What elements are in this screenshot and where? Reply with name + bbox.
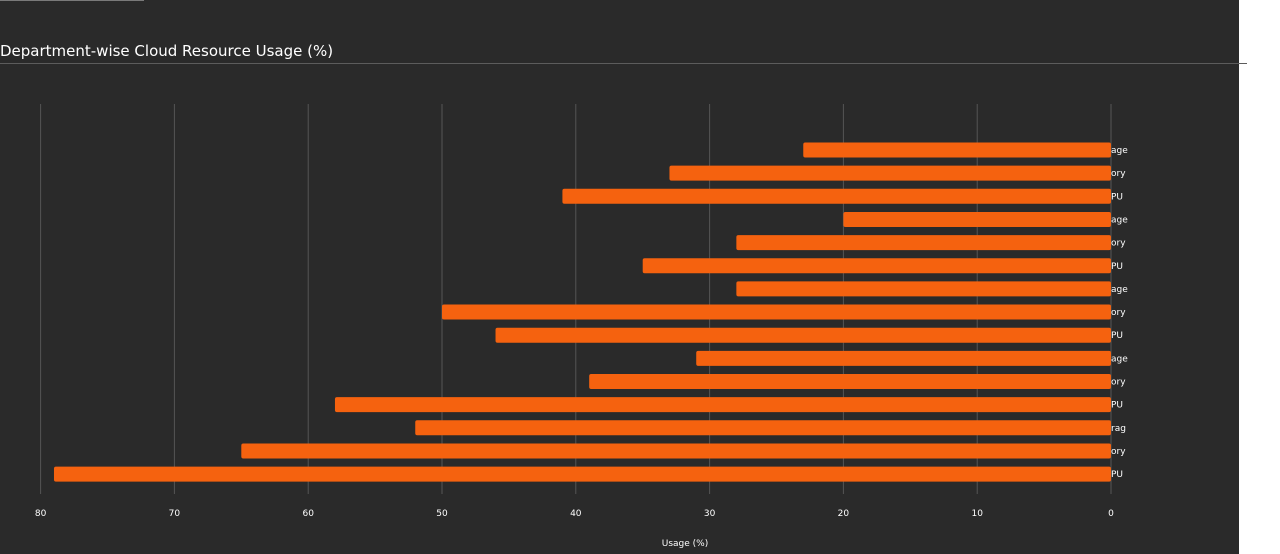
x-tick-label: 20 <box>838 509 850 519</box>
bar <box>495 327 1111 343</box>
category-label: ory <box>1111 239 1126 249</box>
x-tick-label: 0 <box>1108 509 1114 519</box>
bar <box>736 281 1111 297</box>
category-label: ory <box>1111 378 1126 388</box>
title-divider <box>0 63 1247 64</box>
x-tick-labels: 80 70 60 50 40 30 20 10 0 <box>35 509 1114 519</box>
x-tick-label: 50 <box>436 509 448 519</box>
bar <box>803 142 1111 158</box>
category-label: age <box>1111 215 1128 225</box>
category-label: age <box>1111 146 1128 156</box>
bar <box>241 443 1112 459</box>
category-label: ory <box>1111 447 1126 457</box>
bar <box>843 211 1111 227</box>
category-label: age <box>1111 354 1128 364</box>
category-label: PU <box>1111 331 1123 341</box>
bar <box>334 397 1112 413</box>
bar <box>736 235 1111 251</box>
category-label: PU <box>1111 262 1123 272</box>
bar <box>696 350 1111 366</box>
bar <box>562 188 1111 204</box>
category-label: ory <box>1111 308 1126 318</box>
top-tab-line <box>0 0 144 1</box>
category-label: PU <box>1111 192 1123 202</box>
category-label: PU <box>1111 470 1123 480</box>
category-label: PU <box>1111 401 1123 411</box>
x-tick-label: 40 <box>570 509 582 519</box>
x-tick-label: 30 <box>704 509 716 519</box>
gridlines <box>40 104 1112 494</box>
category-label: age <box>1111 285 1128 295</box>
chart-panel: Department-wise Cloud Resource Usage (%) <box>0 0 1247 554</box>
category-labels: age ory PU age ory PU age ory PU age ory PU rag ory PU <box>1111 146 1128 480</box>
bars <box>53 142 1112 482</box>
bar <box>589 374 1111 389</box>
x-axis-label: Usage (%) <box>662 539 708 549</box>
bar <box>669 165 1111 181</box>
chart-title: Department-wise Cloud Resource Usage (%) <box>0 42 334 60</box>
x-tick-label: 70 <box>169 509 181 519</box>
x-tick-label: 60 <box>302 509 314 519</box>
category-label: ory <box>1111 169 1126 179</box>
bar <box>53 466 1112 482</box>
x-tick-label: 80 <box>35 509 47 519</box>
bar <box>642 258 1111 274</box>
category-label: rag <box>1111 424 1126 434</box>
x-tick-label: 10 <box>971 509 983 519</box>
bar <box>415 420 1111 436</box>
bar-chart: age ory PU age ory PU age ory PU age ory PU rag ory PU… <box>35 104 1128 549</box>
bar <box>442 304 1111 320</box>
